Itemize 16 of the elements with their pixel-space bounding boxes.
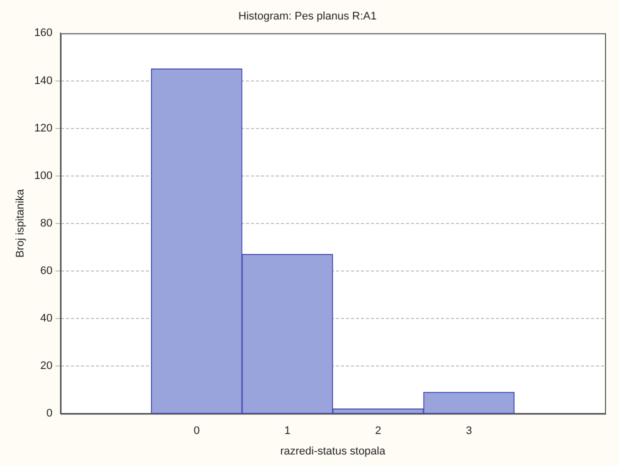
y-tick-label: 120 [34, 122, 53, 134]
y-tick-label: 0 [46, 408, 53, 420]
y-tick-label: 80 [40, 217, 53, 230]
x-tick-label: 1 [284, 425, 290, 438]
y-tick-label: 160 [34, 27, 53, 40]
y-tick-label: 20 [40, 360, 53, 372]
y-tick-label: 100 [34, 170, 53, 182]
x-tick-label: 0 [194, 425, 200, 438]
x-axis-title: razredi-status stopala [280, 445, 386, 458]
x-tick-label: 3 [466, 425, 472, 438]
y-tick-label: 40 [40, 312, 53, 325]
y-axis-title: Broj ispitanika [14, 188, 27, 258]
chart-title: Histogram: Pes planus R:A1 [238, 10, 377, 23]
x-tick-label: 2 [375, 425, 382, 438]
y-tick-label: 140 [34, 74, 53, 87]
y-tick-label: 60 [40, 264, 53, 277]
